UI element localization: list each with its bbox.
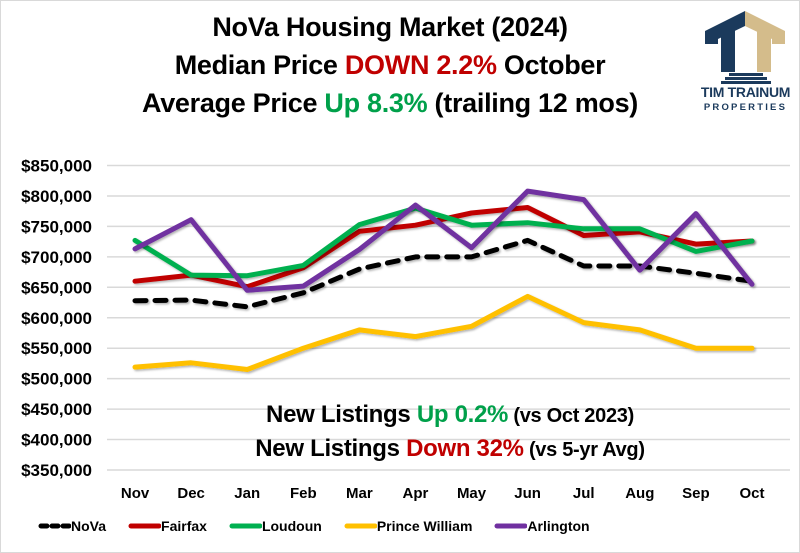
- x-tick-label: May: [457, 485, 487, 502]
- chart-title: NoVa Housing Market (2024) Median Price …: [60, 8, 720, 122]
- y-tick-label: $450,000: [21, 400, 92, 419]
- annot-1-suffix: (vs Oct 2023): [508, 405, 634, 427]
- x-tick-label: Sep: [682, 485, 710, 502]
- legend-item-prince-william: Prince William: [344, 518, 473, 534]
- legend-label-arlington: Arlington: [527, 518, 590, 534]
- logo-step-2: [725, 77, 767, 80]
- logo-step-3: [721, 81, 771, 84]
- y-tick-label: $350,000: [21, 461, 92, 480]
- median-price-change: DOWN 2.2%: [344, 50, 497, 80]
- x-tick-label: Jan: [234, 485, 260, 502]
- x-tick-label: Mar: [346, 485, 373, 502]
- columned-house-icon: [705, 11, 785, 84]
- logo-step-1: [729, 73, 763, 76]
- title-line-2-prefix: Median Price: [174, 50, 345, 80]
- logo-name: TIM TRAINUM: [700, 84, 791, 100]
- title-line-2-suffix: October: [496, 50, 606, 80]
- y-tick-label: $700,000: [21, 248, 92, 267]
- logo-column-left: [721, 26, 735, 72]
- y-tick-label: $400,000: [21, 431, 92, 450]
- y-tick-label: $750,000: [21, 217, 92, 236]
- y-tick-label: $500,000: [21, 370, 92, 389]
- x-tick-label: Dec: [177, 485, 205, 502]
- annot-2-suffix: (vs 5-yr Avg): [523, 439, 645, 461]
- title-line-1: NoVa Housing Market (2024): [212, 12, 568, 42]
- y-tick-label: $550,000: [21, 339, 92, 358]
- legend-label-loudoun: Loudoun: [261, 518, 322, 534]
- title-line-3-suffix: (trailing 12 mos): [427, 88, 639, 118]
- logo-column-right: [757, 26, 771, 72]
- title-line-3-prefix: Average Price: [142, 88, 325, 118]
- title-line-3: Average Price Up 8.3% (trailing 12 mos): [60, 84, 720, 122]
- legend-item-nova: NoVa: [38, 518, 106, 534]
- x-tick-label: Nov: [121, 485, 150, 502]
- y-tick-label: $600,000: [21, 309, 92, 328]
- legend-label-nova: NoVa: [71, 518, 107, 534]
- average-price-change: Up 8.3%: [324, 88, 428, 118]
- annot-1-prefix: New Listings: [266, 401, 417, 428]
- logo-subtitle: PROPERTIES: [703, 102, 788, 113]
- new-listings-annotation-2: New Listings Down 32% (vs 5-yr Avg): [150, 434, 750, 465]
- series-lines: [132, 188, 755, 372]
- annot-2-prefix: New Listings: [255, 435, 407, 462]
- y-tick-label: $850,000: [21, 157, 92, 176]
- legend-swatch-nova: [38, 523, 71, 529]
- x-tick-label: Feb: [290, 485, 317, 502]
- x-tick-label: Jul: [573, 485, 595, 502]
- series-line-nova: [132, 237, 755, 310]
- legend-swatch-loudoun: [229, 523, 262, 529]
- legend-swatch-arlington: [494, 523, 528, 529]
- legend-item-arlington: Arlington: [494, 518, 590, 534]
- new-listings-yoy-change: Up 0.2%: [416, 401, 509, 428]
- legend-swatch-prince-william: [344, 523, 377, 529]
- x-tick-label: Jun: [514, 485, 541, 502]
- y-tick-label: $650,000: [21, 278, 92, 297]
- y-tick-label: $800,000: [21, 187, 92, 206]
- series-line-prince-william: [132, 293, 755, 372]
- y-axis-ticks: $350,000 $400,000 $450,000 $500,000 $550,000…: [21, 157, 92, 481]
- new-listings-5yr-change: Down 32%: [406, 435, 524, 462]
- x-axis-ticks: Nov Dec Jan Feb Mar Apr May Jun Jul Aug Sep Oct: [121, 485, 765, 502]
- chart-legend: NoVa Fairfax Loudoun Prince William Arlingto…: [38, 515, 778, 537]
- title-line-2: Median Price DOWN 2.2% October: [60, 46, 720, 84]
- legend-label-fairfax: Fairfax: [161, 518, 207, 534]
- legend-item-loudoun: Loudoun: [229, 518, 322, 534]
- legend-item-fairfax: Fairfax: [128, 518, 207, 534]
- series-line-arlington: [132, 188, 755, 293]
- x-tick-label: Aug: [625, 485, 654, 502]
- new-listings-annotation-1: New Listings Up 0.2% (vs Oct 2023): [150, 400, 750, 431]
- legend-swatch-fairfax: [128, 523, 162, 529]
- x-tick-label: Apr: [403, 485, 429, 502]
- x-tick-label: Oct: [739, 485, 764, 502]
- legend-label-prince-william: Prince William: [376, 518, 473, 534]
